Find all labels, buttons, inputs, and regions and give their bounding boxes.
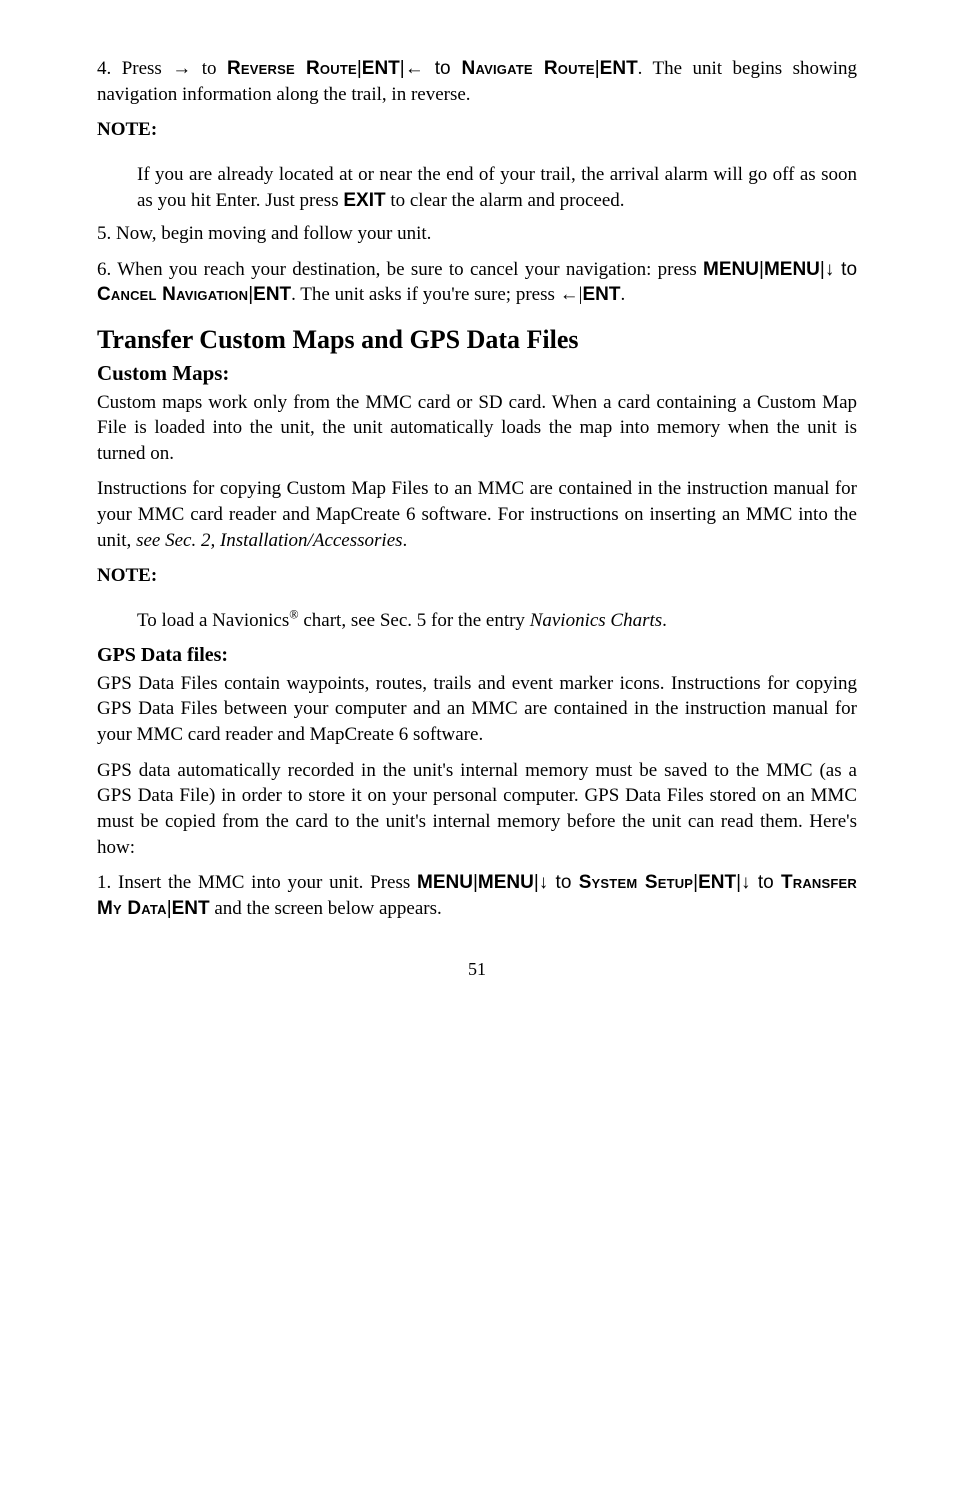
section-heading: Transfer Custom Maps and GPS Data Files (97, 322, 857, 357)
note-heading: NOTE: (97, 117, 857, 143)
text: chart, see Sec. 5 for the entry (299, 610, 530, 631)
key-menu: MENU (478, 872, 534, 893)
subheading-custom-maps: Custom Maps: (97, 359, 857, 387)
text: . (620, 284, 625, 305)
text: 4. Press → to (97, 58, 227, 79)
custom-maps-p1: Custom maps work only from the MMC card … (97, 390, 857, 467)
cmd-cancel-navigation: Cancel Navigation (97, 284, 248, 305)
text: |↓ to (820, 259, 857, 280)
step-1-insert-mmc: 1. Insert the MMC into your unit. Press … (97, 870, 857, 921)
key-menu: MENU (764, 259, 820, 280)
step-4-paragraph: 4. Press → to Reverse Route|ENT|← to Nav… (97, 56, 857, 107)
key-ent: ENT (253, 284, 291, 305)
text: . (662, 610, 667, 631)
key-menu: MENU (703, 259, 759, 280)
cmd-reverse-route: Reverse Route (227, 58, 357, 79)
key-ent: ENT (362, 58, 400, 79)
key-ent: ENT (600, 58, 638, 79)
gps-data-p2: GPS data automatically recorded in the u… (97, 758, 857, 861)
note-2-body: To load a Navionics® chart, see Sec. 5 f… (137, 608, 857, 634)
text: to clear the alarm and proceed. (386, 190, 625, 211)
registered-mark: ® (289, 608, 298, 622)
ref-text: Navionics Charts (530, 610, 662, 631)
step-6-paragraph: 6. When you reach your destination, be s… (97, 257, 857, 308)
text: and the screen below appears. (210, 898, 442, 919)
note-heading: NOTE: (97, 563, 857, 589)
gps-data-p1: GPS Data Files contain waypoints, routes… (97, 671, 857, 748)
step-5-paragraph: 5. Now, begin moving and follow your uni… (97, 221, 857, 247)
key-ent: ENT (698, 872, 736, 893)
text: |↓ to (736, 872, 781, 893)
text: . (403, 530, 408, 551)
key-menu: MENU (417, 872, 473, 893)
text: |← to (400, 58, 462, 79)
key-exit: EXIT (343, 190, 385, 211)
subheading-gps-data: GPS Data files: (97, 642, 857, 669)
note-1-body: If you are already located at or near th… (137, 162, 857, 213)
cmd-system-setup: System Setup (579, 872, 693, 893)
text: . The unit asks if you're sure; press ←| (291, 284, 582, 305)
text: 6. When you reach your destination, be s… (97, 259, 703, 280)
text: 1. Insert the MMC into your unit. Press (97, 872, 417, 893)
cmd-navigate-route: Navigate Route (462, 58, 595, 79)
text: |↓ to (534, 872, 579, 893)
page-number: 51 (97, 957, 857, 981)
key-ent: ENT (582, 284, 620, 305)
text: To load a Navionics (137, 610, 289, 631)
custom-maps-p2: Instructions for copying Custom Map File… (97, 476, 857, 553)
key-ent: ENT (172, 898, 210, 919)
ref-text: see Sec. 2, Installation/Accessories (136, 530, 402, 551)
